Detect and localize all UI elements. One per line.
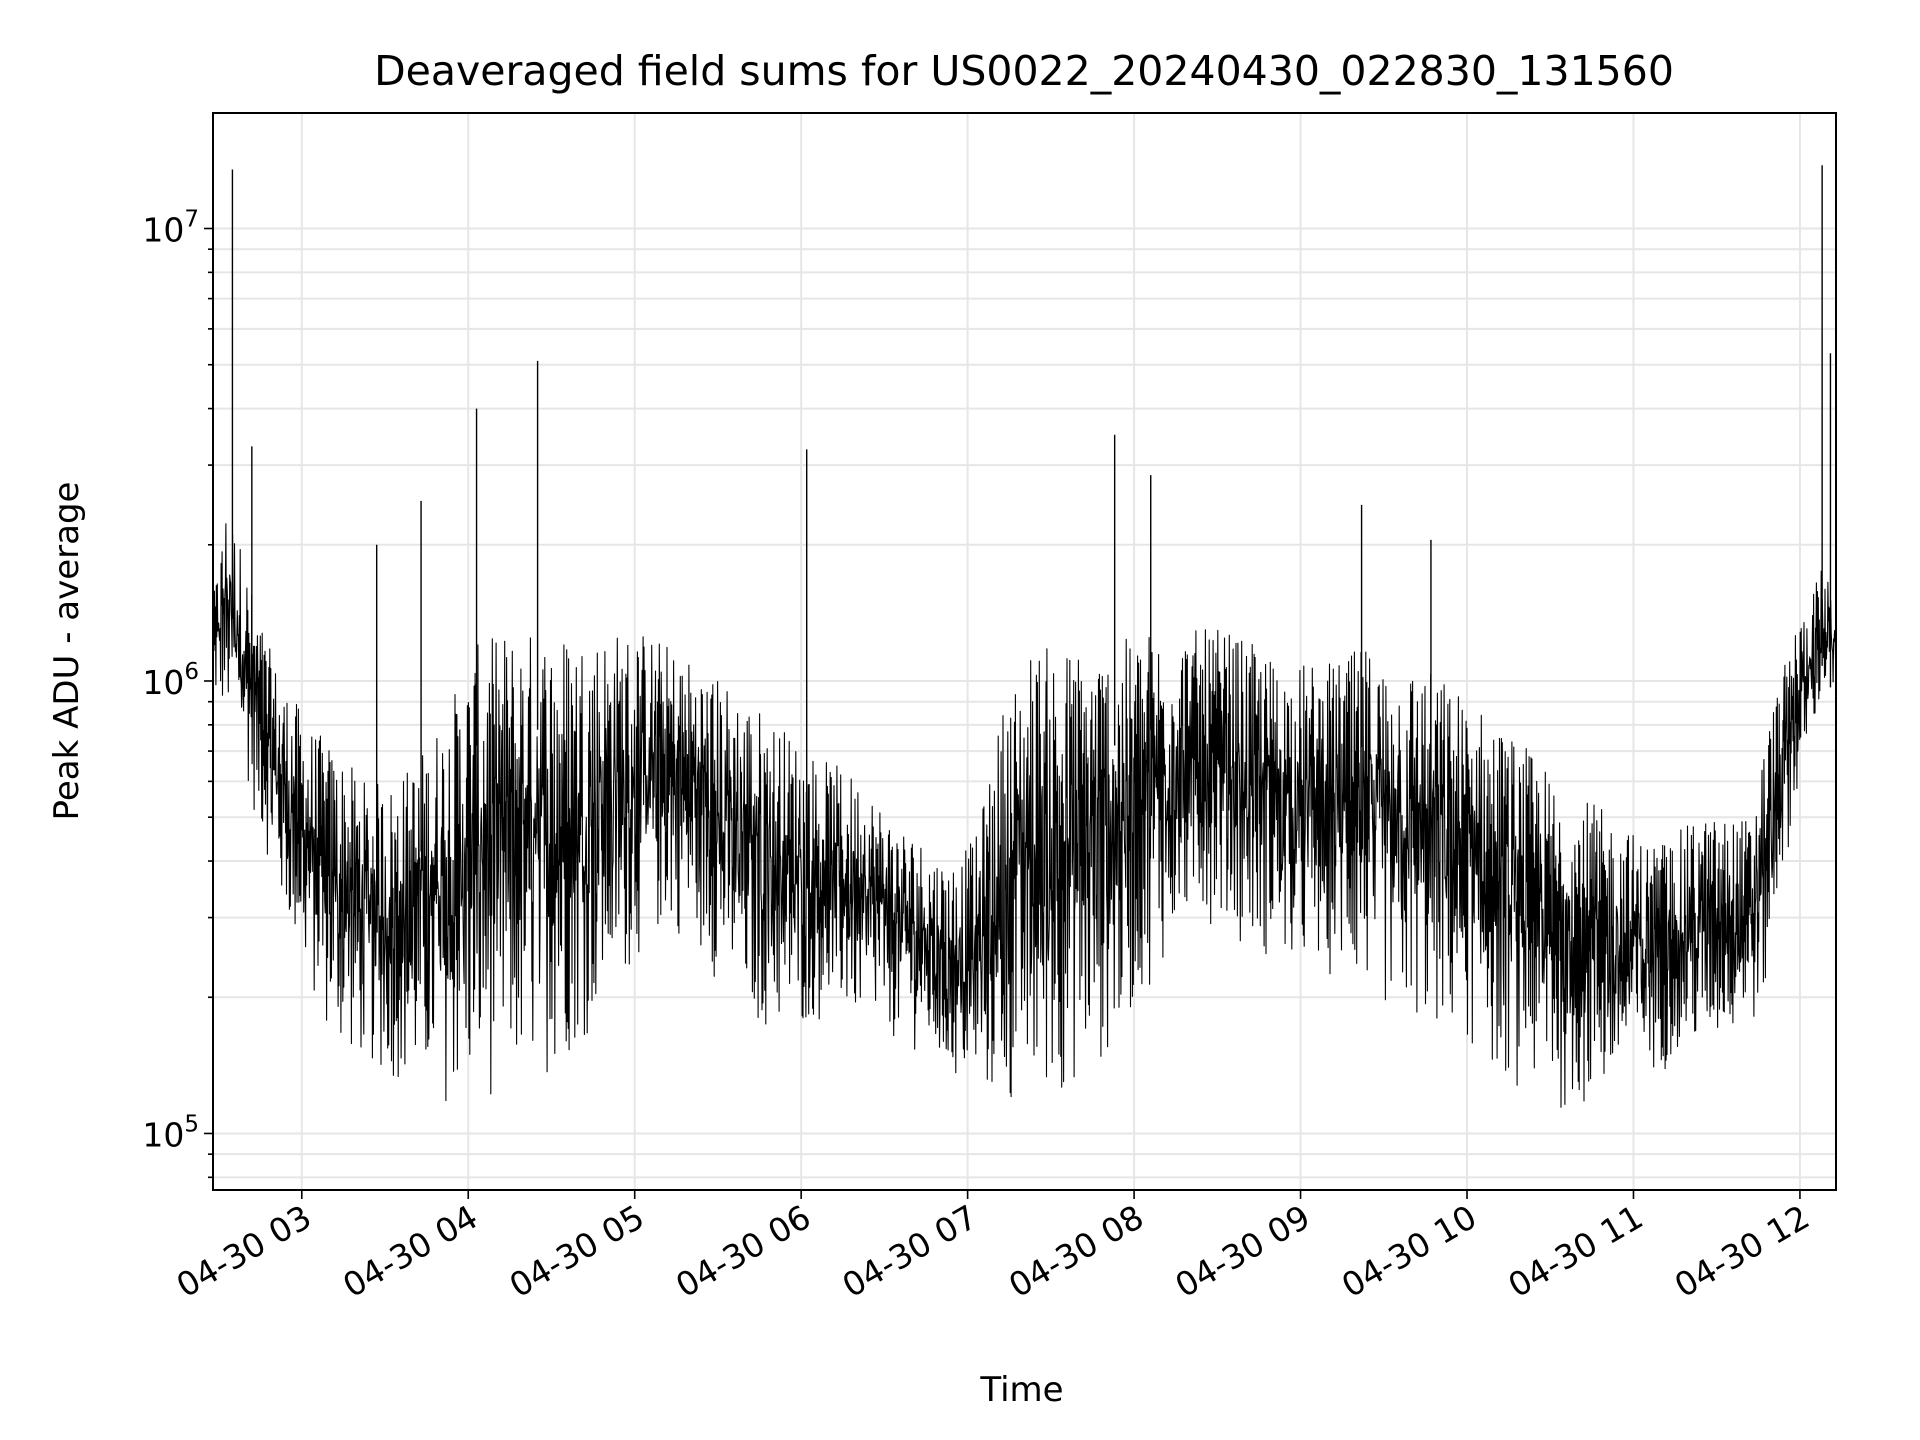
y-axis-label: Peak ADU - average: [47, 482, 87, 821]
chart-title: Deaveraged field sums for US0022_2024043…: [374, 47, 1674, 95]
series-line-path: [212, 523, 1837, 1108]
y-tick-label: 107: [142, 207, 199, 250]
plot-frame: [212, 112, 1837, 1191]
y-tick-label: 106: [142, 659, 199, 702]
y-ticks: 105 106 107: [142, 207, 213, 1179]
series-line: [212, 165, 1837, 1108]
x-axis-label: Time: [979, 1370, 1063, 1410]
y-tick-label: 105: [142, 1111, 199, 1154]
